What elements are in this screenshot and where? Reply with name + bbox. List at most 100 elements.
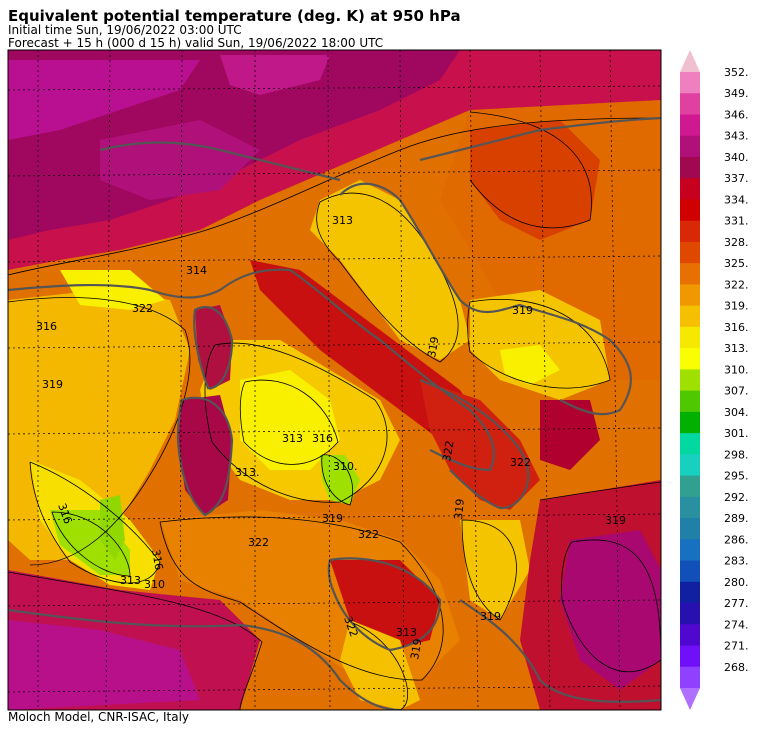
balearic-green-core [100, 495, 125, 560]
north-central-purple [220, 55, 330, 95]
colorbar-swatch [680, 326, 700, 349]
colorbar-tick-label: 307. [724, 385, 749, 398]
colorbar-swatch [680, 454, 700, 477]
map-field: 313 314 322 316 319 319 319 313. 310. 31… [8, 50, 661, 710]
contour-label: 313 [282, 432, 303, 445]
colorbar-tick-label: 289. [724, 512, 749, 525]
southern-italy-red [420, 380, 540, 510]
colorbar-tick-label: 337. [724, 172, 749, 185]
contour-label: 310. [333, 460, 358, 473]
colorbar-swatch [680, 496, 700, 519]
colorbar-swatch [680, 475, 700, 498]
alps-purple [100, 120, 260, 200]
sardinia [178, 395, 232, 515]
colorbar-tick-label: 283. [724, 555, 749, 568]
contour-labels: 313 314 322 316 319 319 319 313. 310. 31… [36, 214, 626, 661]
colorbar-swatch [680, 369, 700, 392]
colorbar-tick-label: 310. [724, 363, 749, 376]
colorbar-swatch [680, 199, 700, 222]
colorbar-tick-label: 277. [724, 597, 749, 610]
colorbar-tick-label: 328. [724, 236, 749, 249]
colorbar-swatch [680, 72, 700, 94]
colorbar-swatch [680, 666, 700, 689]
lat-lon-grid [8, 50, 661, 710]
contour-label: 310 [144, 578, 165, 591]
colorbar-tick-label: 271. [724, 640, 749, 653]
colorbar-tick-label: 304. [724, 406, 749, 419]
colorbar-tick-label: 322. [724, 278, 749, 291]
colorbar-swatch [680, 645, 700, 668]
colorbar-tick-label: 295. [724, 470, 749, 483]
colorbar-swatch [680, 411, 700, 434]
contour-label: 322 [510, 456, 531, 469]
colorbar-tick-label: 325. [724, 257, 749, 270]
contour-label: 314 [186, 264, 207, 277]
ionian-dark-red [540, 400, 600, 470]
colorbar-swatch [680, 560, 700, 583]
colorbar-swatch [680, 220, 700, 243]
colorbar-tick-label: 319. [724, 300, 749, 313]
colorbar-swatch [680, 433, 700, 455]
initial-time-label: Initial time Sun, 19/06/2022 03:00 UTC [8, 23, 242, 37]
colorbar-labels: 352. 349. 346. 343. 340. 337. 334. 331. 328. 325.… [724, 66, 749, 674]
contour-label: 316 [312, 432, 333, 445]
colorbar-tick-label: 331. [724, 215, 749, 228]
adriatic-yellow [310, 180, 470, 360]
colorbar-swatch [680, 305, 700, 328]
southeast-magenta [560, 530, 661, 690]
colorbar-swatch [680, 135, 700, 158]
map-frame [7, 49, 662, 711]
italy-peninsula-red [250, 260, 480, 450]
colorbar-tick-label: 280. [724, 576, 749, 589]
colorbar-boxes [680, 50, 700, 710]
colorbar-swatch [680, 93, 700, 115]
north-africa-magenta [8, 620, 200, 710]
colorbar-tick-label: 346. [724, 108, 749, 121]
contour-label: 313. [235, 466, 260, 479]
colorbar-tick-label: 292. [724, 491, 749, 504]
colorbar-tick-label: 274. [724, 618, 749, 631]
colorbar-tick-label: 334. [724, 193, 749, 206]
model-credit: Moloch Model, CNR-ISAC, Italy [8, 710, 190, 724]
contour-label: 322 [440, 440, 456, 463]
colorbar-tick-label: 313. [724, 342, 749, 355]
contour-label: 322 [132, 302, 153, 315]
contour-label: 313 [332, 214, 353, 227]
malta-yellow [340, 620, 420, 710]
ligurian-bright-yellow [60, 270, 165, 310]
tyrrhenian-bright-yellow [240, 370, 340, 470]
contour-label: 316 [149, 548, 165, 571]
colorbar-tick-label: 352. [724, 66, 749, 79]
colorbar-swatch [680, 284, 700, 307]
colorbar-swatch [680, 348, 700, 370]
colorbar-top-arrow [680, 50, 700, 72]
contour-label: 319 [425, 336, 441, 359]
colorbar-swatch [680, 581, 700, 604]
colorbar-swatch [680, 114, 700, 137]
colorbar-tick-label: 298. [724, 448, 749, 461]
colorbar-tick-label: 340. [724, 151, 749, 164]
contour-label: 319 [452, 498, 467, 520]
tyrrhenian-green-cell [320, 455, 360, 505]
colorbar-swatch [680, 178, 700, 200]
map-title: Equivalent potential temperature (deg. K… [8, 7, 461, 25]
colorbar-swatch [680, 518, 700, 540]
contour-label: 319 [408, 638, 424, 661]
colorbar-tick-label: 301. [724, 427, 749, 440]
contour-label: 319 [512, 304, 533, 317]
colorbar-swatch [680, 390, 700, 413]
colorbar-swatch [680, 263, 700, 285]
colorbar-swatch [680, 156, 700, 179]
colorbar-tick-label: 316. [724, 321, 749, 334]
colorbar-tick-label: 268. [724, 661, 749, 674]
colorbar-swatch [680, 624, 700, 647]
contour-label: 313 [120, 574, 141, 587]
colorbar-bottom-arrow [680, 688, 700, 710]
contour-label: 322 [248, 536, 269, 549]
contour-label: 313 [396, 626, 417, 639]
contour-label: 319 [480, 610, 501, 623]
coastlines [8, 116, 661, 710]
contour-label: 322 [358, 528, 379, 541]
contour-label: 316 [36, 320, 57, 333]
